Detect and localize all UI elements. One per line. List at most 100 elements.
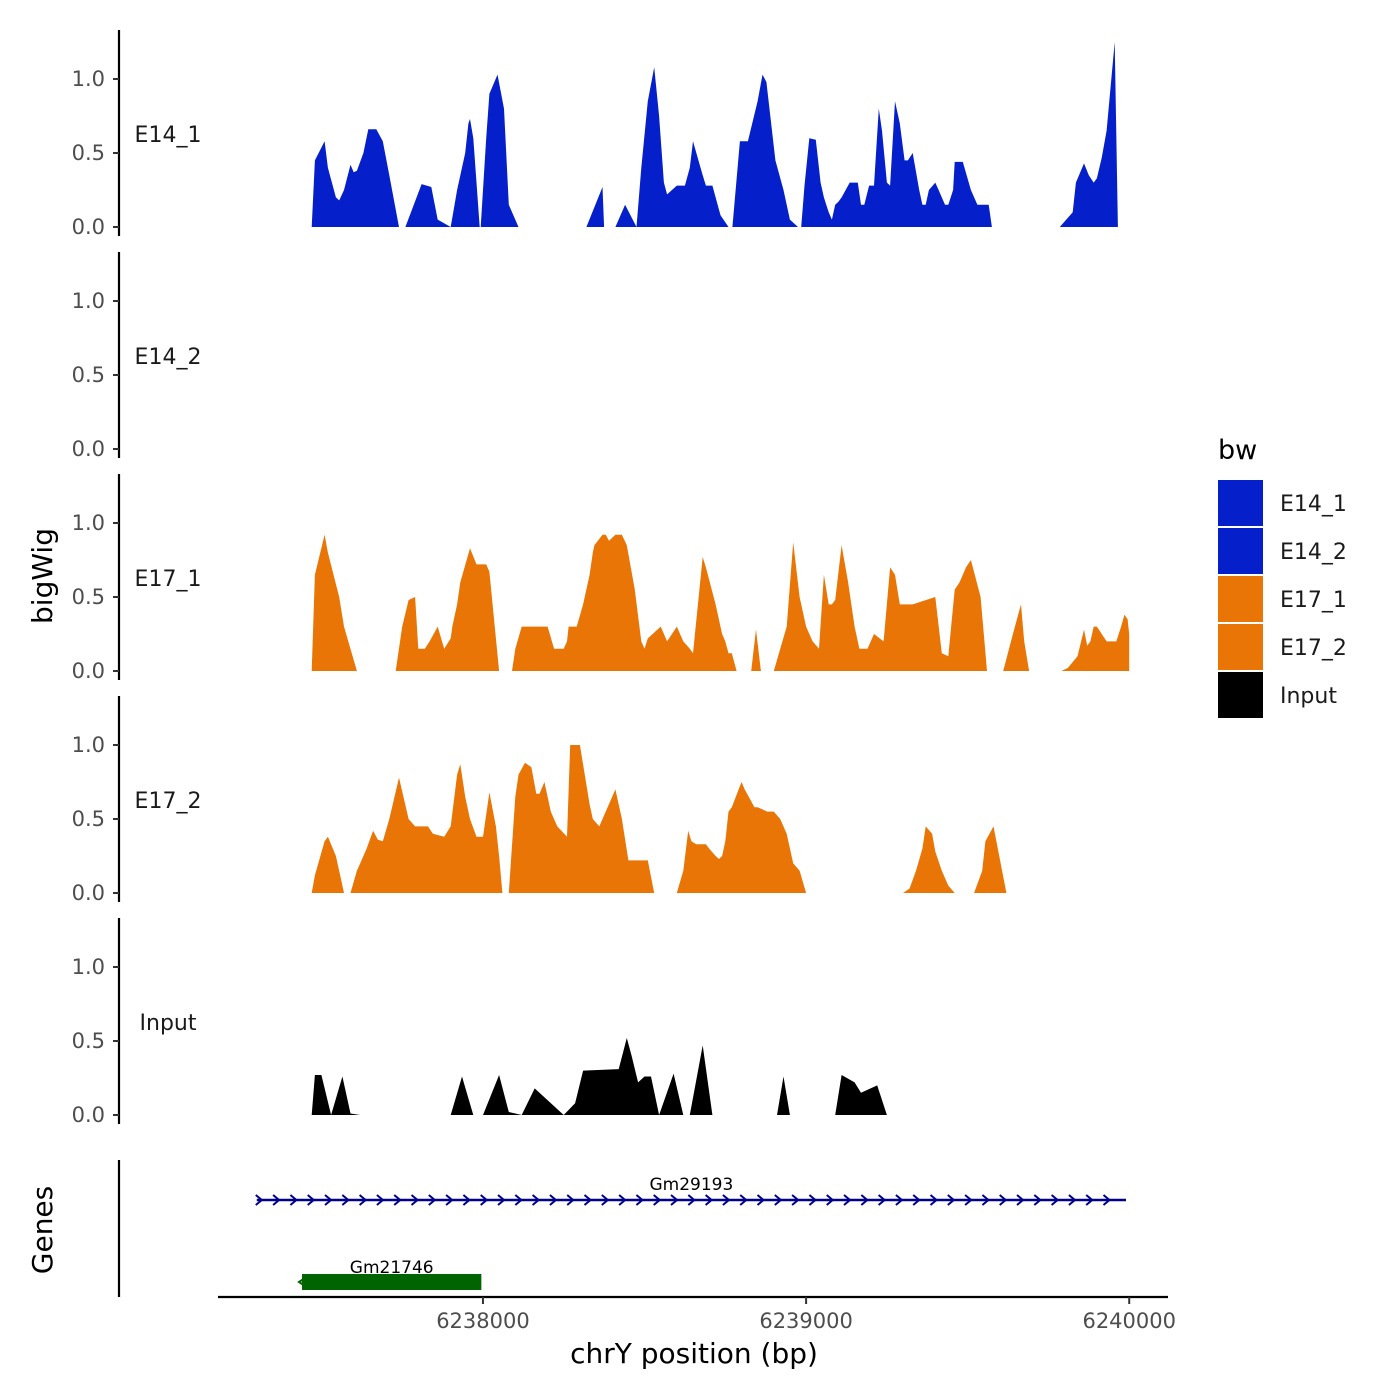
strand-arrow — [341, 1194, 350, 1206]
strand-arrow — [445, 1194, 454, 1206]
strand-arrow — [981, 1194, 990, 1206]
legend-swatch — [1218, 480, 1263, 526]
strand-arrow — [653, 1194, 662, 1206]
x-axis-title: chrY position (bp) — [570, 1337, 818, 1370]
x-tick-label: 6239000 — [759, 1309, 853, 1333]
y-tick-label: 0.0 — [72, 881, 105, 905]
strand-arrow — [566, 1194, 575, 1206]
gene-label: Gm21746 — [350, 1258, 434, 1278]
strand-arrow — [929, 1194, 939, 1206]
y-axis-title: bigWig — [26, 528, 59, 624]
strand-arrow — [410, 1194, 420, 1206]
track-label: E17_2 — [135, 789, 202, 814]
gene-exon — [302, 1274, 482, 1290]
legend-item-e17-2: E17_2 — [1218, 624, 1347, 670]
strand-arrow — [1033, 1194, 1042, 1206]
legend-label: E17_1 — [1280, 588, 1347, 613]
strand-arrow — [289, 1194, 298, 1206]
tracks: 0.0 0.5 1.0 E14_1 0.0 0.5 1.0 E14_2 0.0 0.5 1.0 E17… — [72, 30, 1130, 1127]
track-e14-2: 0.0 0.5 1.0 E14_2 — [72, 252, 202, 461]
legend-swatch — [1218, 624, 1263, 670]
strand-arrow — [670, 1194, 679, 1206]
y-tick-label: 0.0 — [72, 437, 105, 461]
y-tick-label: 0.5 — [72, 1029, 105, 1053]
strand-arrow — [791, 1194, 800, 1206]
strand-arrow — [255, 1194, 264, 1206]
legend-swatch — [1218, 672, 1263, 718]
strand-arrow — [704, 1194, 714, 1206]
track-input: 0.0 0.5 1.0 Input — [72, 918, 887, 1127]
y-tick-label: 0.5 — [72, 363, 105, 387]
y-tick-label: 0.0 — [72, 659, 105, 683]
coverage-area — [311, 42, 1118, 227]
strand-arrow — [739, 1194, 748, 1206]
strand-arrow — [462, 1194, 471, 1206]
y-tick-label: 1.0 — [72, 289, 105, 313]
strand-arrow — [376, 1194, 385, 1206]
legend-item-e14-2: E14_2 — [1218, 528, 1347, 574]
strand-arrow — [1068, 1194, 1077, 1206]
strand-arrow — [358, 1194, 368, 1206]
strand-arrow — [722, 1194, 731, 1206]
legend-item-e17-1: E17_1 — [1218, 576, 1347, 622]
strand-arrow — [531, 1194, 541, 1206]
strand-arrow — [756, 1194, 766, 1206]
legend-swatch — [1218, 528, 1263, 574]
track-label: E14_2 — [135, 345, 202, 370]
legend-title: bw — [1218, 435, 1257, 466]
y-tick-label: 0.5 — [72, 585, 105, 609]
y-tick-label: 0.0 — [72, 1103, 105, 1127]
strand-arrow — [618, 1194, 627, 1206]
strand-arrow — [877, 1194, 887, 1206]
strand-arrow — [514, 1194, 523, 1206]
legend-label: E17_2 — [1280, 636, 1347, 661]
strand-arrow — [497, 1194, 506, 1206]
x-axis: 6238000 6239000 6240000 — [218, 1295, 1176, 1333]
legend-label: E14_1 — [1280, 492, 1347, 517]
strand-arrow — [307, 1194, 316, 1206]
strand-arrow — [480, 1194, 489, 1206]
strand-arrow — [1085, 1194, 1094, 1206]
strand-arrow — [393, 1194, 402, 1206]
y-tick-label: 1.0 — [72, 733, 105, 757]
strand-arrow — [1050, 1194, 1060, 1206]
coverage-area — [311, 1038, 887, 1115]
track-label: Input — [140, 1011, 197, 1036]
strand-arrow — [964, 1194, 973, 1206]
genes-axis-title: Genes — [26, 1186, 59, 1274]
gene-gm29193: Gm29193 — [255, 1175, 1126, 1206]
x-tick-label: 6238000 — [436, 1309, 530, 1333]
strand-arrow — [1016, 1194, 1025, 1206]
strand-arrow — [297, 1277, 306, 1287]
legend-item-e14-1: E14_1 — [1218, 480, 1347, 526]
gene-gm21746: Gm21746 — [297, 1258, 482, 1290]
coverage-area — [311, 745, 1130, 893]
strand-arrow — [999, 1194, 1008, 1206]
y-tick-label: 0.5 — [72, 807, 105, 831]
y-tick-label: 1.0 — [72, 955, 105, 979]
gene-label: Gm29193 — [649, 1175, 733, 1195]
strand-arrow — [895, 1194, 904, 1206]
strand-arrow — [843, 1194, 852, 1206]
y-tick-label: 0.0 — [72, 215, 105, 239]
track-e17-1: 0.0 0.5 1.0 E17_1 — [72, 474, 1130, 683]
genes-panel: Gm29193 Gm21746 — [117, 1160, 1126, 1297]
strand-arrow — [272, 1194, 281, 1206]
strand-arrow — [1102, 1194, 1112, 1206]
strand-arrow — [428, 1194, 437, 1206]
legend: bw E14_1 E14_2 E17_1 E17_2 Input — [1218, 435, 1347, 718]
strand-arrow — [808, 1194, 817, 1206]
strand-arrow — [947, 1194, 956, 1206]
strand-arrow — [912, 1194, 921, 1206]
strand-arrow — [860, 1194, 869, 1206]
y-tick-label: 1.0 — [72, 67, 105, 91]
legend-label: Input — [1280, 684, 1337, 709]
strand-arrow — [583, 1194, 593, 1206]
strand-arrow — [826, 1194, 835, 1206]
strand-arrow — [687, 1194, 696, 1206]
x-tick-label: 6240000 — [1082, 1309, 1176, 1333]
strand-arrow — [774, 1194, 783, 1206]
y-tick-label: 1.0 — [72, 511, 105, 535]
